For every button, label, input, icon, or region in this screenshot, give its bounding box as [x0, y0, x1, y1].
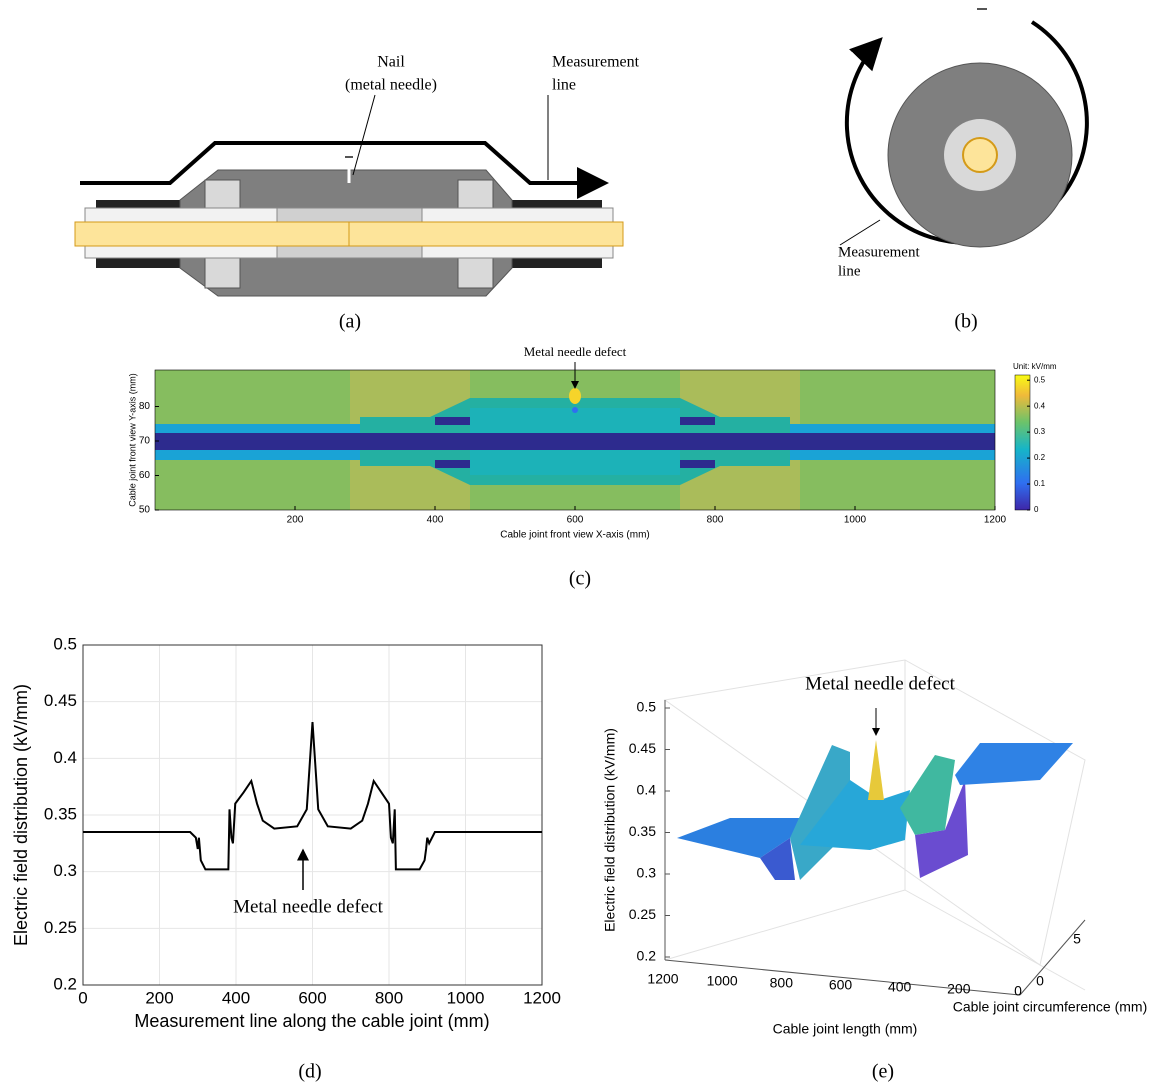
- x-tick-label: 200: [947, 981, 971, 997]
- z-tick-label: 0.4: [637, 782, 657, 798]
- y-tick-label: 50: [139, 505, 151, 516]
- x-tick-label: 600: [567, 515, 584, 526]
- label: line: [838, 263, 861, 279]
- panel-label: (b): [954, 311, 977, 333]
- label: (metal needle): [345, 77, 437, 94]
- z-tick-label: 0.25: [629, 906, 656, 922]
- y-tick-label: 0.25: [44, 918, 77, 937]
- annotation: Metal needle defect: [805, 673, 956, 694]
- colorbar-tick-label: 0.1: [1034, 479, 1046, 488]
- x-tick-label: 1000: [447, 988, 485, 1007]
- z-tick-label: 0.2: [637, 948, 657, 964]
- panel-label: (d): [298, 1061, 321, 1083]
- figure: Nail (metal needle) Measurement line (a)…: [0, 0, 1168, 1086]
- label: Nail: [377, 54, 405, 71]
- y-tick-label: 60: [139, 470, 151, 481]
- colorbar-tick-label: 0: [1034, 505, 1039, 514]
- y-tick-label: 0.45: [44, 691, 77, 710]
- x-tick-label: 800: [375, 988, 403, 1007]
- x-tick-label: 400: [888, 979, 912, 995]
- x-tick-label: 800: [770, 975, 794, 991]
- x-tick-label: 800: [707, 515, 724, 526]
- label: line: [552, 77, 576, 94]
- x-tick-label: 200: [145, 988, 173, 1007]
- panel-label: (c): [569, 568, 591, 590]
- z-tick-label: 0.5: [637, 699, 657, 715]
- y-axis-label: Cable joint circumference (mm): [953, 999, 1148, 1015]
- panel-label: (a): [339, 311, 361, 333]
- annotation: Metal needle defect: [524, 344, 627, 359]
- x-tick-label: 600: [298, 988, 326, 1007]
- x-tick-label: 1000: [844, 515, 867, 526]
- z-tick-label: 0.3: [637, 865, 657, 881]
- diagram-b: Measurement line (b): [838, 9, 1087, 333]
- y-tick-label: 0.5: [53, 634, 77, 653]
- x-axis-label: Cable joint length (mm): [773, 1021, 918, 1037]
- x-tick-label: 1200: [523, 988, 561, 1007]
- y-tick-label: 0.2: [53, 974, 77, 993]
- panel-label: (e): [872, 1061, 894, 1083]
- colorbar-tick-label: 0.2: [1034, 453, 1046, 462]
- colorbar-title: Unit: kV/mm: [1013, 362, 1057, 371]
- y-tick-label: 0.35: [44, 804, 77, 823]
- y-axis-label: Cable joint front view Y-axis (mm): [127, 373, 137, 507]
- y-tick-label: 5: [1073, 931, 1081, 947]
- colorbar-tick-label: 0.3: [1034, 427, 1046, 436]
- x-tick-label: 1200: [984, 515, 1007, 526]
- x-axis-label: Cable joint front view X-axis (mm): [500, 530, 649, 541]
- x-tick-label: 600: [829, 977, 853, 993]
- y-tick-label: 0.4: [53, 748, 77, 767]
- x-tick-label: 1200: [647, 971, 678, 987]
- y-tick-label: 80: [139, 401, 151, 412]
- x-tick-label: 0: [78, 988, 87, 1007]
- z-axis-label: Electric field distribution (kV/mm): [602, 728, 618, 932]
- z-tick-label: 0.35: [629, 823, 656, 839]
- y-tick-label: 0: [1036, 973, 1044, 989]
- label: Measurement: [552, 54, 640, 71]
- x-tick-label: 0: [1014, 983, 1022, 999]
- y-tick-label: 0.3: [53, 861, 77, 880]
- x-tick-label: 400: [427, 515, 444, 526]
- field-map: [155, 362, 1030, 510]
- surface-plot: [665, 660, 1085, 995]
- colorbar-tick-label: 0.4: [1034, 401, 1046, 410]
- x-tick-label: 200: [287, 515, 304, 526]
- x-tick-label: 1000: [707, 973, 738, 989]
- y-axis-label: Electric field distribution (kV/mm): [11, 684, 31, 946]
- x-tick-label: 400: [222, 988, 250, 1007]
- label: Measurement: [838, 244, 920, 260]
- diagram-a: Nail (metal needle) Measurement line (a): [75, 54, 640, 333]
- y-tick-label: 70: [139, 436, 151, 447]
- x-axis-label: Measurement line along the cable joint (…: [134, 1011, 489, 1031]
- colorbar-tick-label: 0.5: [1034, 375, 1046, 384]
- annotation: Metal needle defect: [233, 896, 384, 917]
- z-tick-label: 0.45: [629, 740, 656, 756]
